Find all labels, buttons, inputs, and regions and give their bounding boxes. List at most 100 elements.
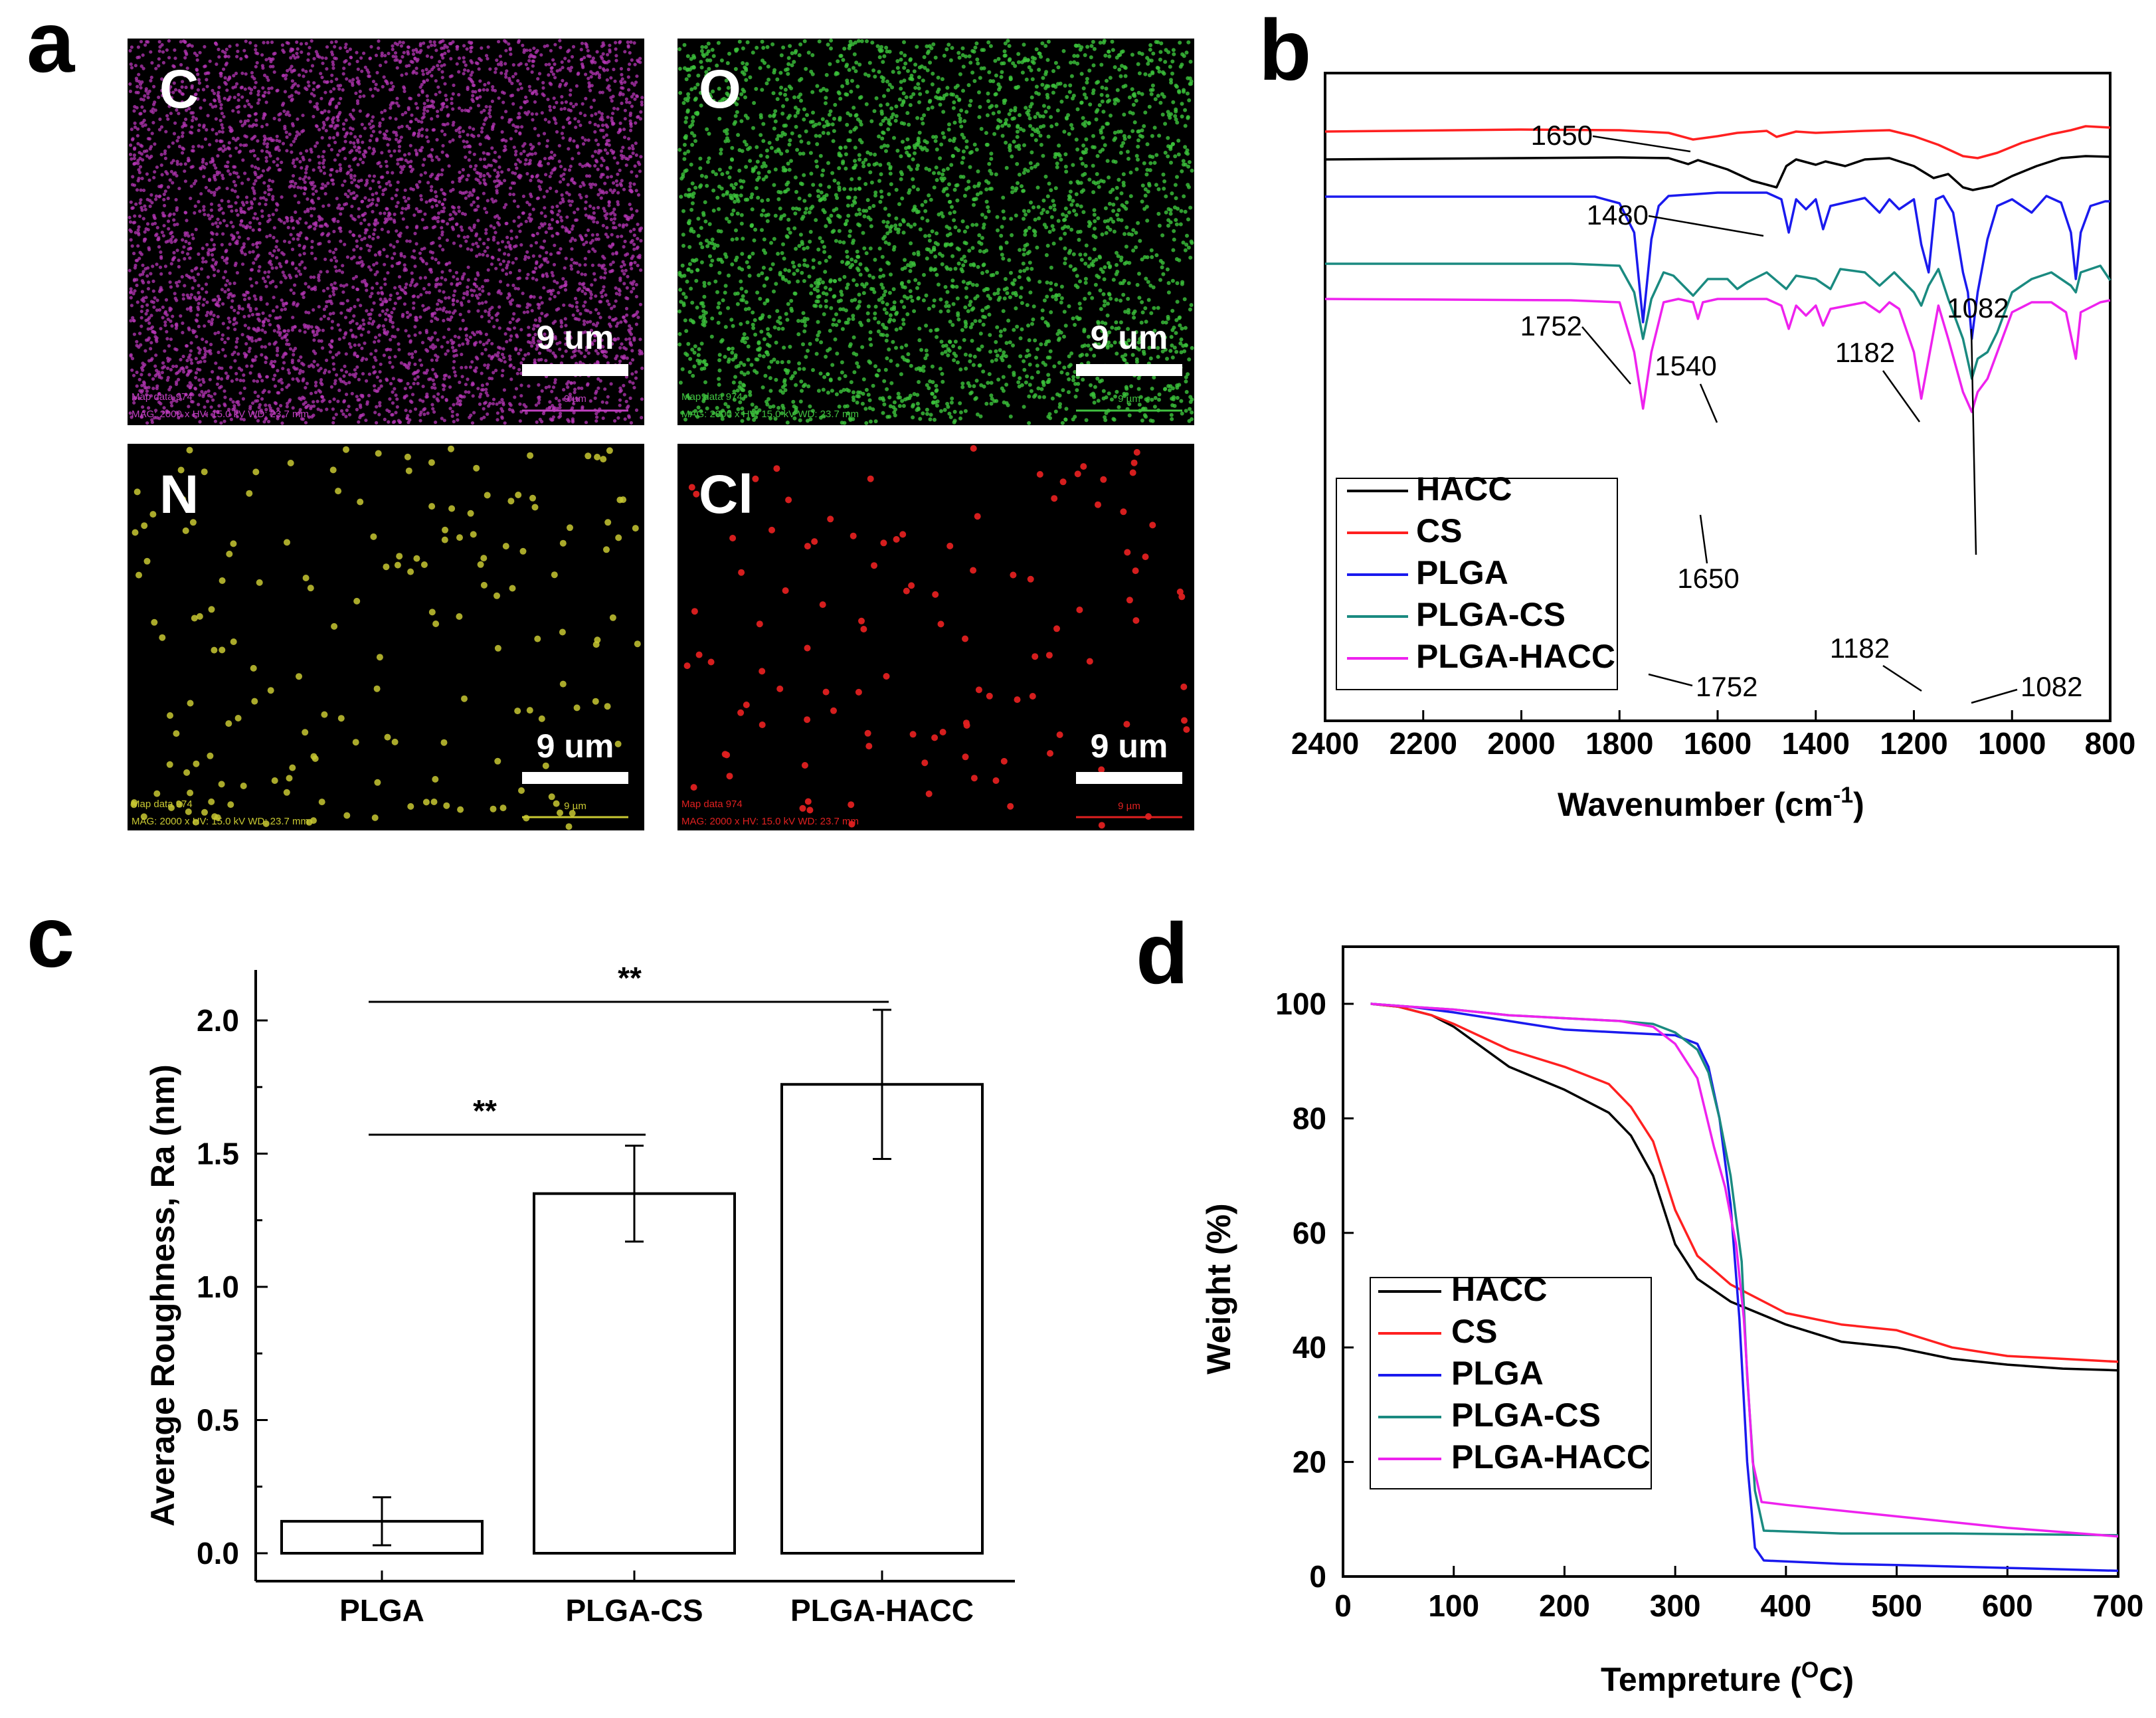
eds-dot (466, 285, 470, 289)
eds-dot (404, 409, 408, 413)
eds-dot (467, 194, 471, 198)
eds-dot (288, 95, 292, 99)
eds-dot (450, 101, 454, 106)
eds-dot (367, 122, 372, 126)
eds-dot (599, 54, 603, 58)
eds-dot (588, 204, 592, 208)
eds-dot (611, 252, 615, 256)
eds-dot (304, 42, 308, 46)
eds-dot (211, 318, 215, 322)
eds-dot (244, 341, 248, 346)
eds-dot (511, 261, 515, 265)
eds-dot (581, 136, 584, 140)
eds-dot (375, 405, 379, 409)
eds-dot (177, 187, 181, 191)
eds-dot (518, 131, 522, 135)
eds-dot (494, 67, 498, 71)
eds-dot (242, 143, 246, 147)
eds-dot (447, 328, 451, 332)
eds-dot (573, 117, 577, 121)
eds-dot (596, 360, 600, 364)
eds-dot (588, 88, 592, 92)
eds-dot (478, 79, 482, 83)
eds-dot (469, 49, 473, 54)
eds-dot (636, 58, 640, 62)
eds-dot (561, 199, 565, 203)
eds-dot (440, 76, 444, 80)
eds-dot (640, 366, 644, 370)
eds-dot (582, 282, 586, 286)
eds-dot (167, 214, 171, 218)
eds-dot (162, 197, 166, 202)
eds-dot (143, 123, 147, 127)
eds-dot (339, 409, 344, 413)
eds-dot (349, 176, 353, 180)
eds-dot (166, 197, 170, 201)
eds-dot (258, 228, 262, 232)
eds-dot (135, 84, 139, 88)
eds-dot (321, 126, 325, 130)
eds-dot (195, 298, 199, 302)
eds-dot (137, 256, 141, 260)
eds-dot (433, 386, 437, 390)
eds-dot (320, 233, 324, 237)
eds-dot (426, 140, 430, 143)
eds-dot (177, 264, 181, 269)
eds-dot (302, 157, 306, 161)
eds-dot (595, 221, 600, 225)
eds-dot (260, 397, 264, 401)
eds-dot (446, 222, 450, 226)
eds-dot (429, 189, 433, 193)
eds-dot (137, 214, 142, 218)
eds-dot (244, 72, 248, 76)
eds-dot (397, 342, 401, 346)
eds-dot (275, 134, 279, 138)
eds-dot (219, 118, 223, 122)
eds-dot (391, 413, 395, 417)
eds-dot (634, 312, 638, 316)
eds-dot (268, 259, 272, 263)
eds-dot (594, 419, 598, 423)
eds-dot (551, 418, 555, 422)
eds-dot (206, 310, 210, 314)
eds-dot (561, 277, 565, 281)
eds-dot (574, 126, 578, 130)
eds-dot (371, 193, 375, 197)
eds-dot (625, 313, 629, 317)
eds-dot (334, 259, 339, 263)
eds-dot (403, 86, 406, 90)
eds-dot (231, 109, 235, 113)
eds-dot (309, 181, 313, 185)
eds-dot (228, 75, 232, 79)
eds-dot (224, 82, 228, 86)
eds-dot (180, 414, 184, 418)
eds-dot (619, 66, 624, 71)
eds-dot (292, 226, 296, 230)
eds-dot (240, 262, 245, 266)
eds-dot (397, 347, 401, 351)
eds-dot (495, 179, 499, 183)
eds-dot (502, 149, 506, 153)
eds-dot (364, 284, 368, 288)
eds-dot (302, 402, 306, 406)
eds-dot (623, 318, 627, 323)
eds-dot (476, 309, 480, 313)
eds-dot (350, 115, 354, 119)
eds-dot (395, 292, 399, 296)
eds-dot (595, 415, 599, 419)
eds-dot (231, 225, 235, 229)
eds-dot (221, 211, 225, 215)
eds-dot (632, 336, 636, 340)
eds-dot (500, 398, 504, 402)
eds-dot (292, 365, 296, 369)
eds-dot (203, 137, 208, 141)
eds-dot (248, 250, 252, 254)
eds-dot (369, 294, 373, 298)
eds-dot (364, 419, 368, 423)
eds-dot (290, 48, 294, 52)
eds-dot (620, 77, 624, 81)
eds-dot (152, 215, 156, 219)
eds-dot (275, 256, 279, 260)
eds-dot (206, 250, 210, 254)
eds-dot (626, 157, 630, 161)
